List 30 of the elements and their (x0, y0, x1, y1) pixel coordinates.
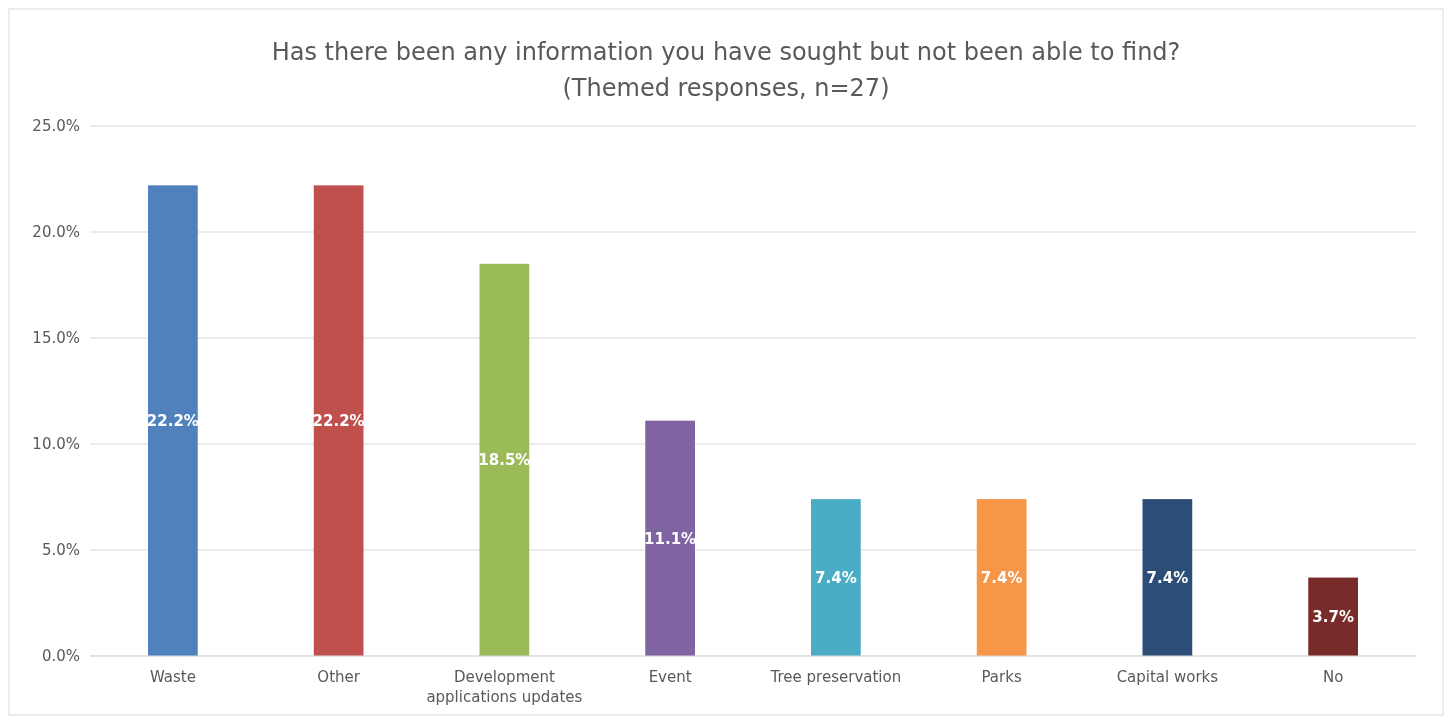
x-tick-label: Tree preservation (769, 668, 902, 686)
bar (148, 185, 198, 656)
chart-title: Has there been any information you have sought but not been able to find? (271, 38, 1181, 66)
data-label: 22.2% (146, 411, 199, 430)
data-label: 7.4% (815, 568, 857, 587)
chart-subtitle: (Themed responses, n=27) (562, 74, 890, 102)
y-tick-label: 20.0% (32, 223, 80, 242)
bar (1142, 499, 1193, 656)
bar (811, 499, 861, 656)
y-tick-label: 5.0% (41, 541, 80, 560)
x-tick-label: Event (648, 668, 692, 686)
data-label: 7.4% (980, 568, 1023, 587)
x-tick-label: Other (317, 668, 361, 686)
y-tick-label: 10.0% (32, 435, 80, 454)
x-tick-label: Capital works (1116, 668, 1219, 686)
bar (645, 420, 695, 656)
bar (313, 185, 364, 656)
x-tick-label: Parks (981, 668, 1022, 686)
x-tick-label: Waste (149, 668, 196, 686)
data-label: 7.4% (1146, 568, 1189, 587)
y-tick-label: 0.0% (41, 647, 80, 666)
bar (976, 499, 1027, 656)
y-tick-label: 25.0% (32, 117, 80, 136)
bar (479, 263, 530, 656)
y-tick-label: 15.0% (32, 329, 80, 348)
data-label: 3.7% (1312, 608, 1354, 627)
x-tick-label: Development applications updates (426, 668, 583, 706)
data-label: 11.1% (644, 529, 697, 548)
bar (1308, 577, 1358, 656)
x-tick-label: No (1322, 668, 1344, 686)
